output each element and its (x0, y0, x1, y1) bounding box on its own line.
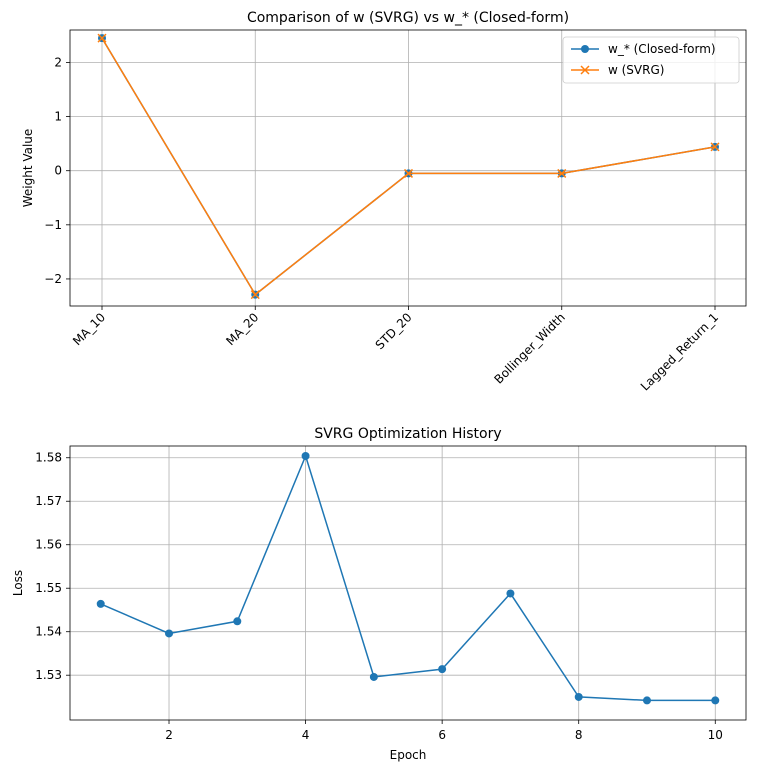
data-point (369, 672, 378, 681)
xtick-label: 2 (165, 728, 173, 742)
legend-marker-closed-form (581, 45, 589, 53)
ytick-label: 1 (54, 110, 62, 124)
ytick-label: 1.53 (35, 668, 62, 682)
chart-weights-title: Comparison of w (SVRG) vs w_* (Closed-fo… (247, 10, 569, 26)
ytick-label: −1 (44, 218, 62, 232)
data-point (403, 168, 414, 178)
xtick-label: MA_20 (223, 310, 261, 348)
data-point (574, 692, 583, 701)
chart-weights-legend: w_* (Closed-form) w (SVRG) (562, 36, 740, 84)
chart-weights-ylabel: Weight Value (21, 129, 35, 208)
chart-loss-ylabel: Loss (11, 570, 25, 596)
ytick-label: 1.56 (35, 538, 62, 552)
xtick-label: MA_10 (70, 310, 108, 348)
ytick-label: 1.57 (35, 494, 62, 508)
chart-loss-frame (69, 445, 747, 721)
ytick-label: 1.54 (35, 625, 62, 639)
chart-loss-series (96, 452, 720, 705)
data-point (301, 452, 310, 461)
data-point (250, 290, 260, 300)
data-point (710, 142, 720, 152)
ytick-label: −2 (44, 272, 62, 286)
chart-loss-grid (70, 446, 746, 720)
xtick-label: 8 (575, 728, 583, 742)
xtick-label: Lagged_Return_1 (638, 310, 721, 393)
xtick-label: STD_20 (373, 310, 415, 352)
data-point (438, 665, 447, 674)
data-point (711, 696, 720, 705)
legend-marker-svrg (580, 65, 590, 75)
xtick-label: 6 (438, 728, 446, 742)
chart-loss-xlabel: Epoch (390, 748, 427, 762)
data-point (642, 696, 651, 705)
series-line (100, 453, 716, 702)
chart-loss: SVRG Optimization History 1.531.541.551.… (11, 426, 747, 762)
data-point (97, 33, 107, 43)
chart-loss-title: SVRG Optimization History (314, 426, 501, 442)
legend-label-closed-form: w_* (Closed-form) (608, 42, 716, 56)
xtick-label: 4 (302, 728, 310, 742)
chart-weights-frame (69, 29, 747, 307)
chart-weights-series (97, 33, 720, 300)
ytick-label: 2 (54, 55, 62, 69)
chart-loss-ticks: 1.53 1.54 1.55 1.56 1.57 1.58 2 4 6 8 10 (35, 451, 723, 742)
ytick-label: 0 (54, 164, 62, 178)
legend-label-svrg: w (SVRG) (608, 63, 664, 77)
xtick-label: Bollinger_Width (492, 310, 568, 386)
data-point (233, 617, 242, 626)
ytick-label: 1.55 (35, 581, 62, 595)
legend-box (562, 36, 740, 84)
data-point (557, 168, 567, 178)
ytick-label: 1.58 (35, 451, 62, 465)
data-point (165, 629, 174, 638)
xtick-label: 10 (708, 728, 723, 742)
data-point (96, 599, 105, 608)
data-point (506, 589, 515, 598)
chart-weights: Comparison of w (SVRG) vs w_* (Closed-fo… (21, 10, 747, 393)
